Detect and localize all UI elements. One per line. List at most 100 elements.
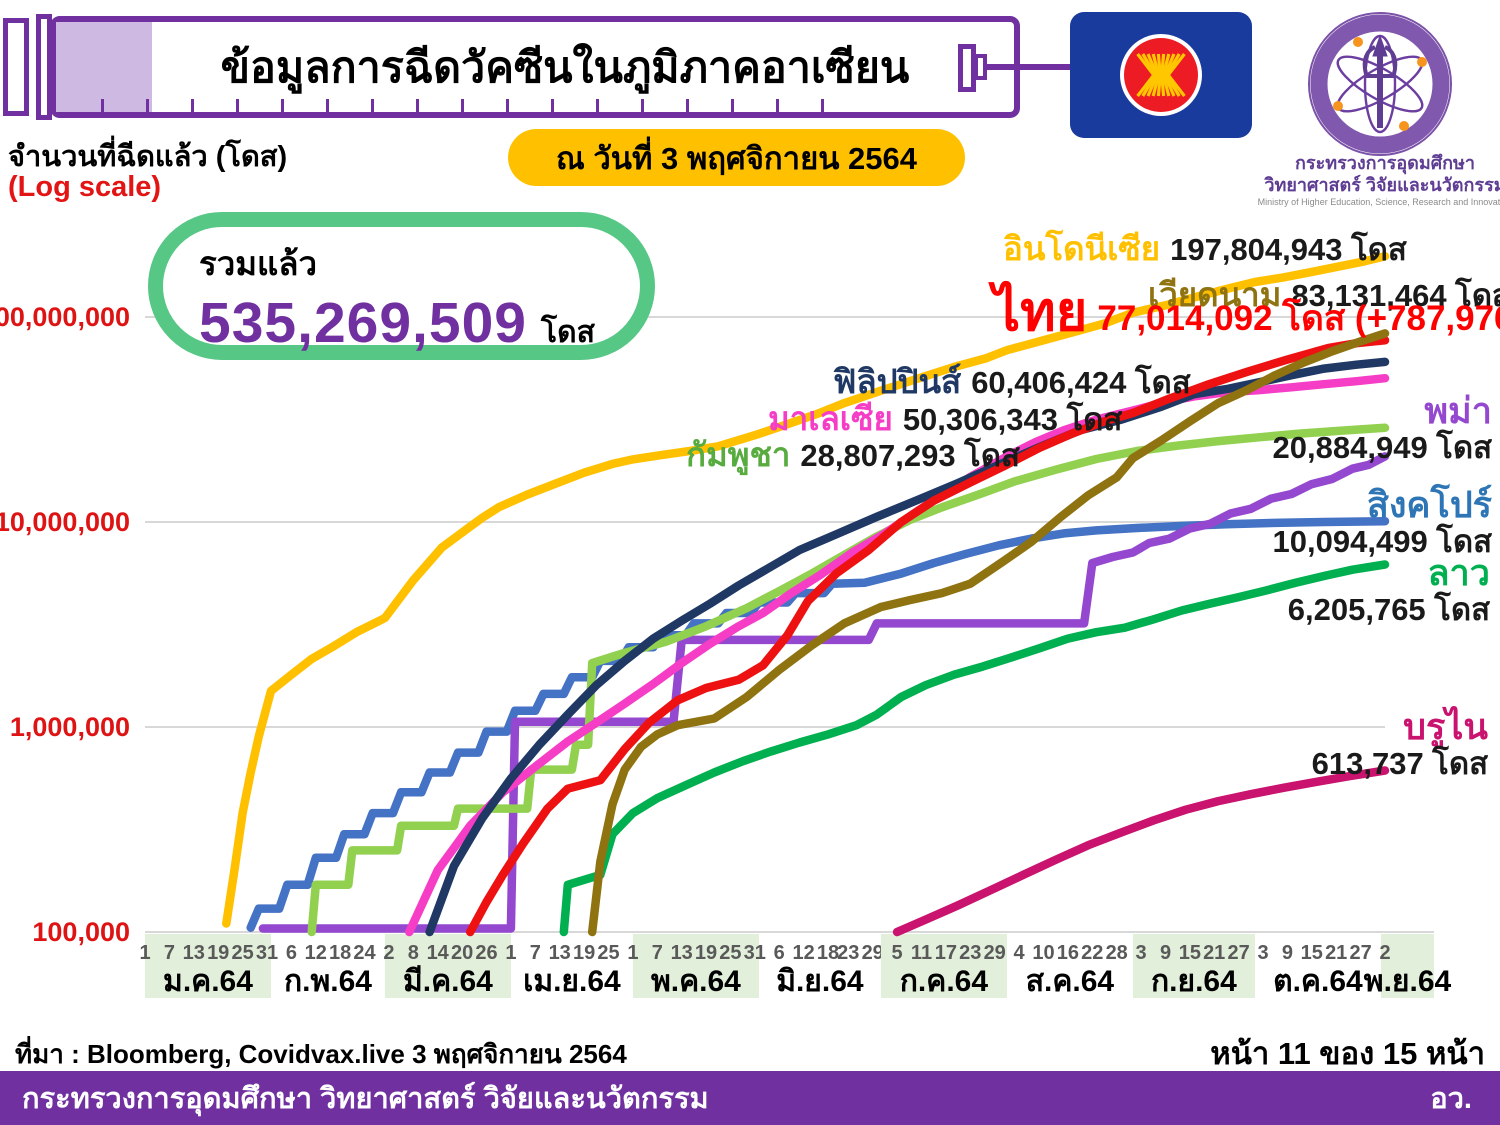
svg-text:1: 1 xyxy=(139,942,150,964)
svg-text:31: 31 xyxy=(256,942,278,964)
svg-text:20: 20 xyxy=(451,942,473,964)
label-indonesia: อินโดนีเซีย 197,804,943 โดส xyxy=(1003,230,1407,267)
svg-text:19: 19 xyxy=(207,942,229,964)
svg-text:ต.ค.64: ต.ค.64 xyxy=(1273,965,1363,998)
label-laos: ลาว 6,205,765 โดส xyxy=(1287,552,1490,627)
total-value: 535,269,509 xyxy=(199,291,527,355)
total-doses-box: รวมแล้ว 535,269,509 โดส xyxy=(148,212,655,360)
svg-text:27: 27 xyxy=(1227,942,1249,964)
label-brunei: บรูไน 613,737 โดส xyxy=(1311,706,1488,781)
svg-text:25: 25 xyxy=(231,942,253,964)
svg-text:14: 14 xyxy=(427,942,450,964)
svg-text:15: 15 xyxy=(1301,942,1323,964)
page-title: ข้อมูลการฉีดวัคซีนในภูมิภาคอาเซียน xyxy=(220,44,910,92)
svg-text:15: 15 xyxy=(1179,942,1201,964)
svg-text:ม.ค.64: ม.ค.64 xyxy=(163,965,253,998)
svg-text:13: 13 xyxy=(671,942,693,964)
svg-text:11: 11 xyxy=(911,942,932,964)
svg-text:7: 7 xyxy=(652,942,663,964)
footer-ministry-text: กระทรวงการอุดมศึกษา วิทยาศาสตร์ วิจัยและ… xyxy=(22,1083,709,1115)
label-singapore: สิงคโปร์ 10,094,499 โดส xyxy=(1272,484,1492,559)
label-myanmar: พม่า 20,884,949 โดส xyxy=(1272,390,1492,465)
svg-text:1,000,000: 1,000,000 xyxy=(10,712,130,742)
svg-text:5: 5 xyxy=(892,942,903,964)
svg-text:ส.ค.64: ส.ค.64 xyxy=(1026,965,1115,998)
svg-text:10: 10 xyxy=(1032,942,1054,964)
footer-bar: กระทรวงการอุดมศึกษา วิทยาศาสตร์ วิจัยและ… xyxy=(0,1071,1500,1125)
label-thailand: ไทย 77,014,092 โดส (+787,976) xyxy=(993,282,1500,342)
svg-text:9: 9 xyxy=(1282,942,1293,964)
svg-text:100,000: 100,000 xyxy=(32,917,130,947)
total-label: รวมแล้ว xyxy=(199,245,318,282)
svg-text:24: 24 xyxy=(353,942,376,964)
label-philippines: ฟิลิปปินส์ 60,406,424 โดส xyxy=(833,363,1191,400)
svg-text:100,000,000: 100,000,000 xyxy=(0,302,130,332)
svg-text:18: 18 xyxy=(329,942,351,964)
svg-text:29: 29 xyxy=(984,942,1006,964)
svg-text:พ.ค.64: พ.ค.64 xyxy=(651,965,741,998)
svg-text:1: 1 xyxy=(627,942,638,964)
svg-text:มิ.ย.64: มิ.ย.64 xyxy=(776,965,864,998)
svg-text:3: 3 xyxy=(1136,942,1147,964)
svg-text:ก.ค.64: ก.ค.64 xyxy=(900,965,989,998)
svg-text:9: 9 xyxy=(1160,942,1171,964)
label-malaysia: มาเลเซีย 50,306,343 โดส xyxy=(768,400,1123,437)
svg-text:18: 18 xyxy=(817,942,839,964)
svg-text:31: 31 xyxy=(744,942,766,964)
ministry-name-line1: กระทรวงการอุดมศึกษา xyxy=(1295,153,1475,173)
svg-text:6: 6 xyxy=(774,942,785,964)
svg-text:ก.พ.64: ก.พ.64 xyxy=(284,965,372,998)
ministry-name-line2: วิทยาศาสตร์ วิจัยและนวัตกรรม xyxy=(1264,175,1500,195)
svg-text:2: 2 xyxy=(383,942,394,964)
syringe-plunger-shaft xyxy=(36,14,52,120)
syringe-fill xyxy=(56,22,152,112)
svg-text:13: 13 xyxy=(549,942,571,964)
svg-text:6: 6 xyxy=(286,942,297,964)
label-vietnam: เวียดนาม 83,131,464 โดส xyxy=(1148,276,1500,313)
syringe-barrel: ข้อมูลการฉีดวัคซีนในภูมิภาคอาเซียน xyxy=(50,16,1020,118)
svg-text:เม.ย.64: เม.ย.64 xyxy=(523,965,621,998)
svg-text:12: 12 xyxy=(792,942,814,964)
log-scale-note: (Log scale) xyxy=(8,171,162,203)
svg-text:19: 19 xyxy=(695,942,717,964)
asean-flag-icon xyxy=(1070,12,1252,138)
svg-text:27: 27 xyxy=(1349,942,1371,964)
mhesi-logo-icon xyxy=(1308,12,1452,156)
page-number: หน้า 11 ของ 15 หน้า xyxy=(1210,1036,1485,1071)
svg-text:21: 21 xyxy=(1325,942,1347,964)
svg-text:25: 25 xyxy=(597,942,619,964)
svg-text:22: 22 xyxy=(1081,942,1103,964)
label-cambodia: กัมพูชา 28,807,293 โดส xyxy=(686,436,1020,473)
syringe-plunger-handle xyxy=(3,18,29,116)
svg-text:25: 25 xyxy=(719,942,741,964)
svg-text:ก.ย.64: ก.ย.64 xyxy=(1151,965,1237,998)
svg-text:7: 7 xyxy=(164,942,175,964)
ministry-name-block: กระทรวงการอุดมศึกษา วิทยาศาสตร์ วิจัยและ… xyxy=(1245,152,1500,208)
svg-text:16: 16 xyxy=(1057,942,1079,964)
svg-text:19: 19 xyxy=(573,942,595,964)
svg-text:28: 28 xyxy=(1106,942,1128,964)
svg-text:7: 7 xyxy=(530,942,541,964)
svg-text:8: 8 xyxy=(408,942,419,964)
svg-text:1: 1 xyxy=(505,942,516,964)
syringe-needle xyxy=(985,64,1070,70)
syringe-nozzle xyxy=(958,44,976,92)
svg-text:10,000,000: 10,000,000 xyxy=(0,507,130,537)
svg-text:13: 13 xyxy=(183,942,205,964)
svg-text:3: 3 xyxy=(1257,942,1268,964)
svg-text:4: 4 xyxy=(1014,942,1026,964)
svg-text:23: 23 xyxy=(959,942,981,964)
svg-text:12: 12 xyxy=(305,942,327,964)
svg-text:พ.ย.64: พ.ย.64 xyxy=(1364,965,1452,998)
svg-text:17: 17 xyxy=(935,942,957,964)
svg-text:23: 23 xyxy=(837,942,859,964)
ministry-name-english: Ministry of Higher Education, Science, R… xyxy=(1257,197,1500,207)
date-badge: ณ วันที่ 3 พฤศจิกายน 2564 xyxy=(508,129,965,186)
svg-text:2: 2 xyxy=(1379,942,1390,964)
source-text: ที่มา : Bloomberg, Covidvax.live 3 พฤศจิ… xyxy=(15,1039,627,1069)
svg-text:26: 26 xyxy=(475,942,497,964)
svg-text:มี.ค.64: มี.ค.64 xyxy=(403,965,493,998)
footer-abbrev: อว. xyxy=(1430,1083,1472,1115)
